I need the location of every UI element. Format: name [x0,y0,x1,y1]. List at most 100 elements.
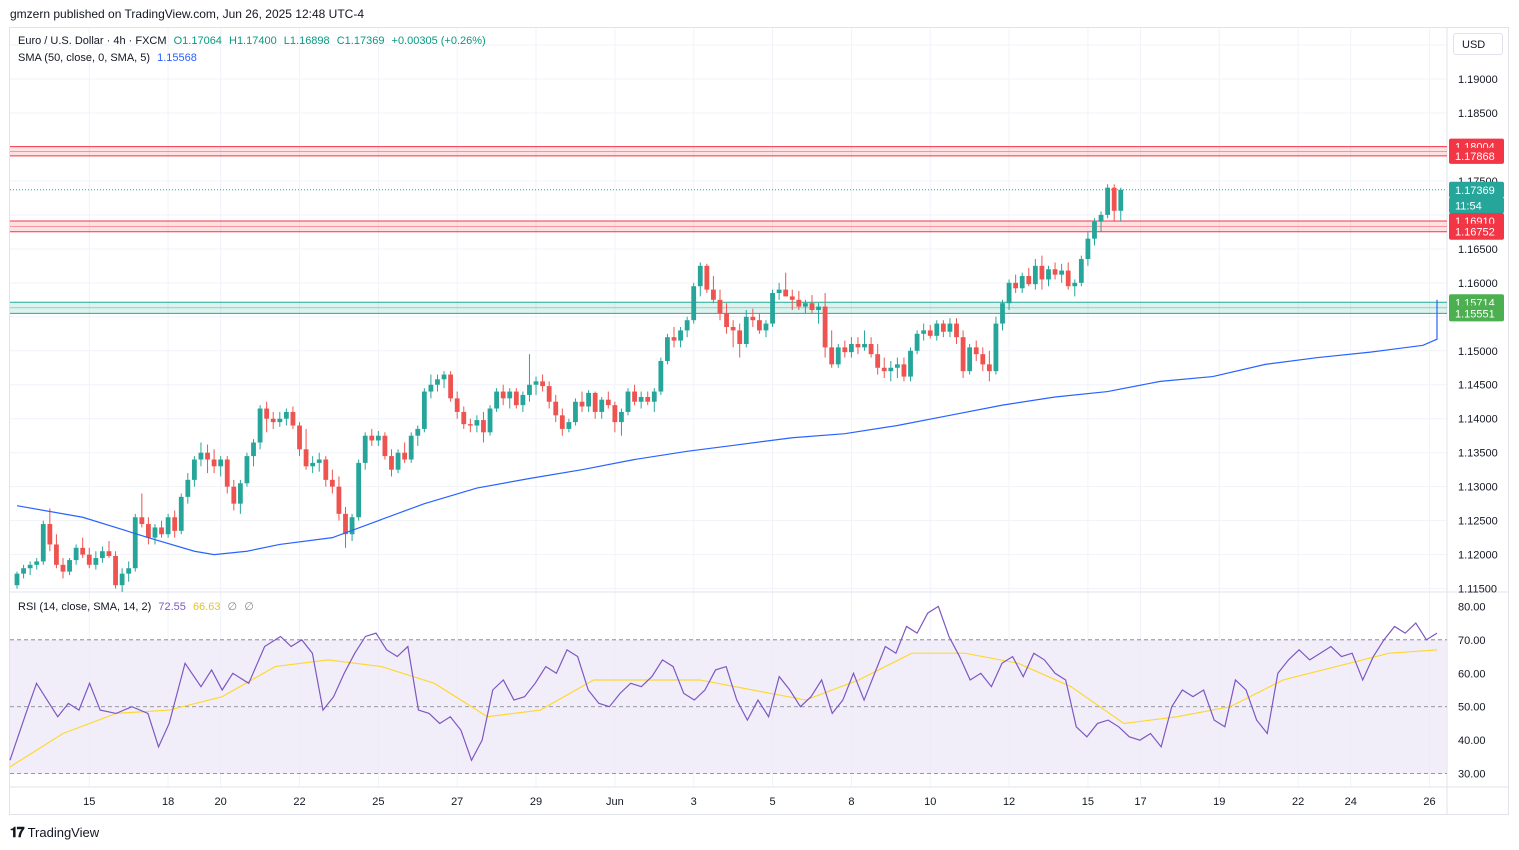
price-label-text: 1.17369 [1455,185,1495,197]
candle [842,340,848,358]
candle [126,561,132,582]
price-tick-label: 1.13500 [1458,448,1498,460]
candle [1098,211,1104,232]
candle [362,432,368,470]
candle [448,371,454,402]
candle [1006,279,1012,310]
rsi-tick-label: 60.00 [1458,668,1486,680]
rsi-ma-line [9,649,1438,768]
candle [789,289,795,310]
candle-body [1092,221,1097,239]
symbol-legend[interactable]: Euro / U.S. Dollar · 4h · FXCM O1.17064 … [18,35,490,47]
candle [691,282,697,324]
price-label-text: 1.16752 [1455,227,1495,239]
candle [382,432,388,460]
candle [875,343,881,375]
candle-body [1052,269,1058,275]
candle-body [283,411,289,419]
ohlc-high: H1.17400 [229,35,277,47]
price-tick-label: 1.16500 [1458,244,1498,256]
currency-button[interactable]: USD [1453,33,1503,55]
candle-body [947,323,953,332]
candle [605,391,611,409]
candle-body [599,399,605,412]
candle [441,371,447,389]
price-zones [10,146,1447,314]
candle-body [441,374,447,380]
candle [632,384,637,406]
candle-body [645,396,651,402]
candle-body [553,401,559,416]
candle-body [658,360,664,392]
candle-body [362,435,368,463]
candle-body [579,401,585,407]
candle [1065,262,1071,290]
candle [297,422,302,457]
candle [435,374,440,392]
candle [848,337,854,358]
candle-body [960,337,966,372]
sma-legend[interactable]: SMA (50, close, 0, SMA, 5) 1.15568 [18,52,201,64]
sma-label: SMA (50, close, 0, SMA, 5) [18,52,151,64]
rsi-extra-1: ∅ [227,601,238,613]
candle [1085,231,1091,266]
candle [704,263,710,294]
candle [816,303,821,324]
ohlc-close: C1.17369 [336,35,385,47]
candle-body [986,364,992,372]
candle-body [1085,238,1091,260]
candle [454,391,460,419]
tradingview-logo[interactable]: 𝟏𝟕 TradingView [10,824,99,841]
candle [967,343,973,375]
candle [803,299,808,314]
candle [54,534,59,569]
candle [34,558,40,570]
candle [146,517,151,545]
candle-body [329,479,335,487]
candle [290,406,296,429]
candle [829,330,835,368]
candle-body [848,343,854,353]
candle [474,415,480,433]
candle-body [934,323,940,336]
price-tick-label: 1.15000 [1458,346,1498,358]
candle [316,452,322,472]
candle [855,337,861,355]
candle [868,337,874,358]
candle [993,316,999,375]
candle-body [730,326,736,331]
rsi-legend[interactable]: RSI (14, close, SMA, 14, 2) 72.55 66.63 … [18,600,258,613]
price-label-text: 11:54 [1455,200,1482,212]
candle [533,376,539,395]
price-label-countdown: 11:54 [1449,197,1504,214]
candle-body [257,408,263,443]
candle [1078,255,1084,287]
candle-body [842,347,848,353]
candle [862,330,867,351]
candle-body [244,456,250,484]
candle-body [671,337,677,341]
rsi-ma-value: 66.63 [192,601,221,613]
price-tick-label: 1.14500 [1458,380,1498,392]
candle [428,374,434,399]
candle-body [527,384,532,395]
candle [251,439,256,467]
candle [527,354,532,402]
candle-body [684,320,690,331]
candle [546,381,552,409]
rsi-tick-label: 30.00 [1458,769,1486,781]
candle [487,405,493,436]
candle [375,430,381,446]
candle [520,391,526,412]
candle-body [1026,276,1032,285]
candle [573,398,578,426]
candle-body [770,293,775,324]
price-label-bg [1449,305,1504,322]
price-label-bg [1449,147,1504,164]
candle [389,449,394,477]
time-tick-label: 24 [1345,796,1357,808]
candle [270,411,276,429]
candle-body [1046,269,1051,280]
candle-body [231,486,237,504]
